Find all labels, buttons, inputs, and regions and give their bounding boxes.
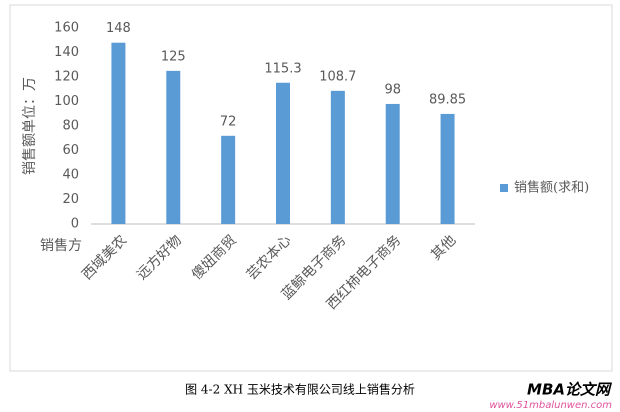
y-tick-label: 20 [62, 192, 79, 207]
chart-border [9, 4, 613, 372]
y-tick-label: 140 [54, 45, 79, 60]
y-tick-label: 0 [71, 217, 79, 232]
bar [166, 70, 181, 224]
bar [385, 103, 400, 224]
bar [111, 42, 126, 225]
y-tick-label: 80 [62, 119, 79, 134]
x-axis-label: 销售方 [40, 238, 82, 254]
data-label: 89.85 [429, 92, 466, 107]
data-label: 108.7 [319, 69, 356, 84]
watermark-title: MBA论文网 [527, 381, 613, 399]
y-tick-label: 40 [62, 168, 79, 183]
caption: 图 4-2 XH 玉米技术有限公司线上销售分析 [185, 382, 415, 397]
bar [330, 90, 345, 224]
bar [221, 135, 236, 224]
bar [276, 82, 290, 224]
data-label: 115.3 [264, 61, 301, 76]
y-tick-label: 60 [62, 143, 79, 158]
y-tick-label: 100 [54, 94, 79, 109]
watermark-url: www.51mbalunwen.com [489, 400, 612, 411]
bar [440, 113, 455, 224]
y-axis-label: 销售额单位：万 [22, 77, 38, 175]
y-tick-label: 160 [54, 21, 79, 36]
y-tick-label: 120 [54, 70, 79, 85]
data-label: 98 [384, 82, 401, 97]
data-label: 72 [220, 114, 237, 129]
data-label: 125 [161, 49, 186, 64]
legend-swatch [500, 184, 508, 192]
data-label: 148 [106, 21, 131, 36]
legend-label: 销售额(求和) [514, 180, 589, 196]
